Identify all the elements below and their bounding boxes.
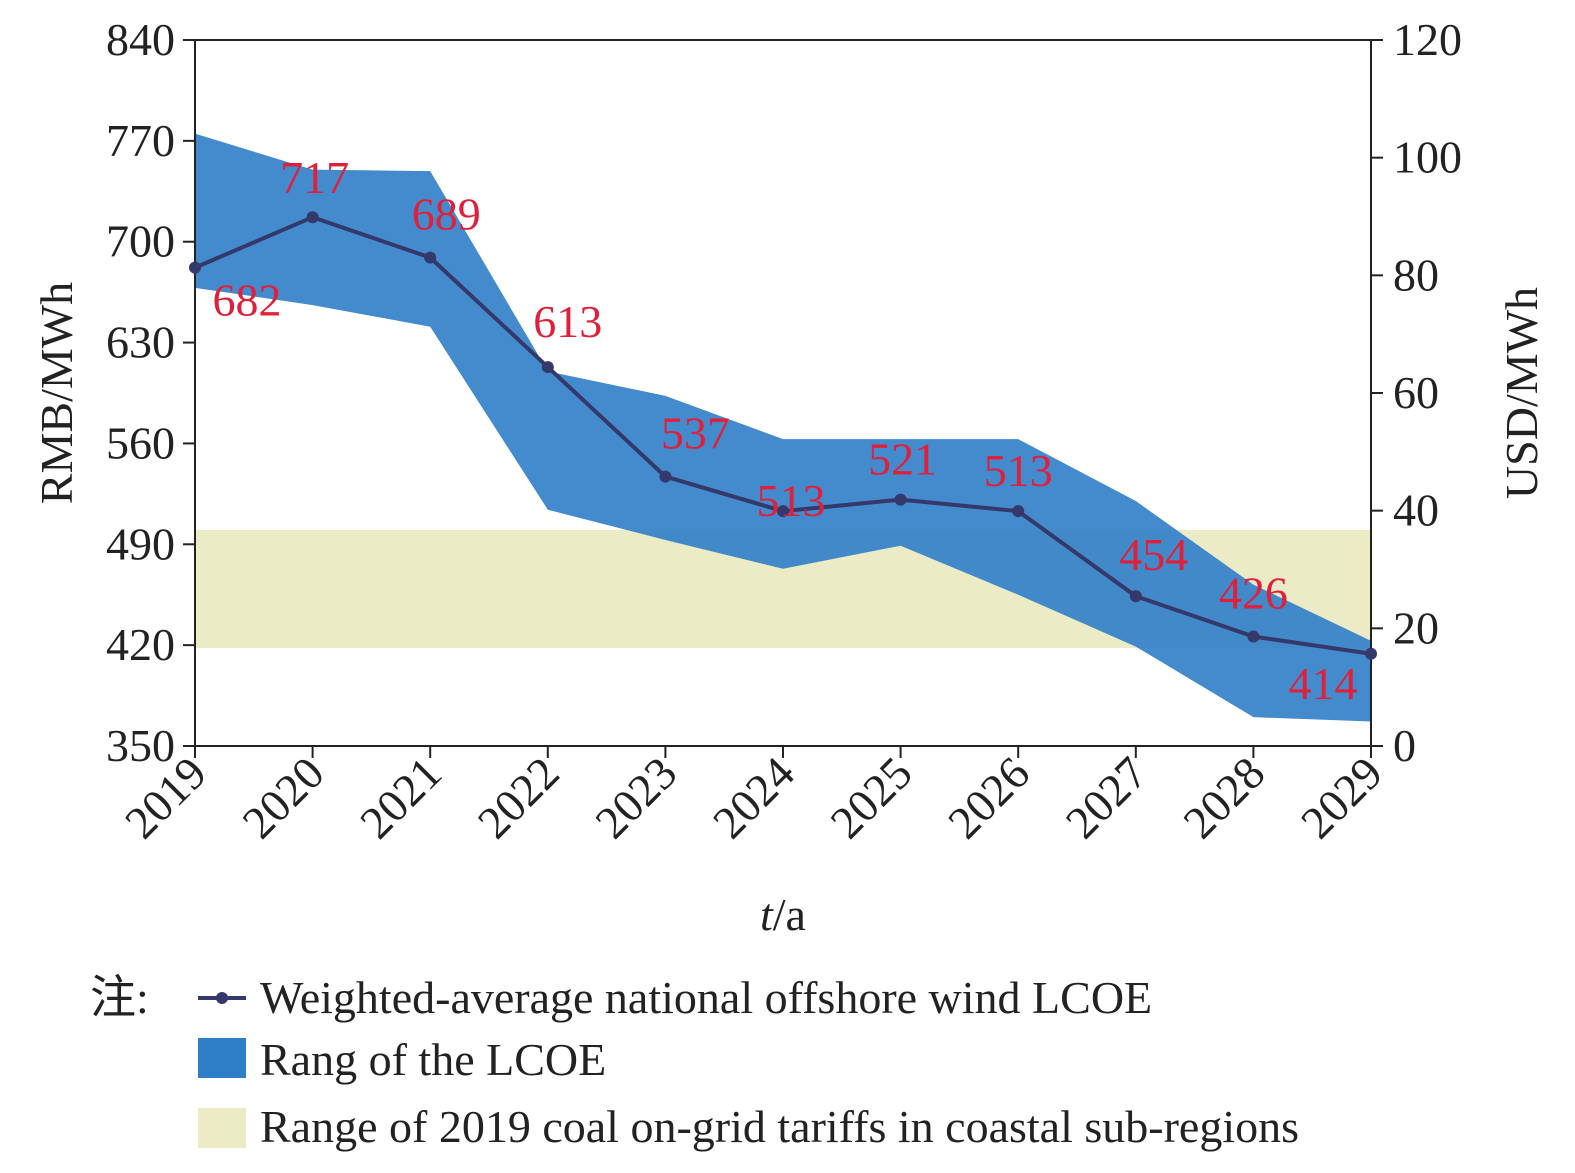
x-tick-label: 2022 [468, 747, 569, 848]
y-right-tick-label: 60 [1393, 367, 1439, 418]
x-axis-title-unit: /a [773, 889, 806, 940]
x-axis-title: t/a [760, 889, 806, 940]
x-tick-label: 2020 [233, 747, 334, 848]
x-axis-title-italic: t [760, 889, 774, 940]
legend-range-label: Rang of the LCOE [260, 1034, 606, 1085]
lcoe-data-point [541, 361, 554, 374]
lcoe-data-point [1129, 590, 1142, 603]
y-left-tick-label: 630 [106, 317, 175, 368]
legend-series-label: Weighted-average national offshore wind … [260, 972, 1152, 1023]
lcoe-data-label: 682 [213, 275, 282, 326]
lcoe-data-point [1012, 505, 1025, 518]
lcoe-data-point [424, 251, 437, 264]
x-tick-label: 2024 [703, 747, 804, 848]
y-right-tick-label: 40 [1393, 485, 1439, 536]
y-right-tick-label: 0 [1393, 720, 1416, 771]
x-tick-label: 2028 [1173, 747, 1274, 848]
y-right-tick-label: 120 [1393, 14, 1462, 65]
lcoe-data-label: 717 [280, 152, 349, 203]
y-right-tick-label: 20 [1393, 602, 1439, 653]
lcoe-range-band [195, 133, 1371, 722]
lcoe-data-point [1365, 647, 1377, 660]
y-left-tick-label: 560 [106, 417, 175, 468]
lcoe-data-point [659, 470, 672, 483]
lcoe-data-label: 414 [1289, 658, 1358, 709]
lcoe-data-point [777, 505, 789, 518]
legend-range-swatch [198, 1038, 246, 1078]
x-tick-label: 2027 [1056, 747, 1157, 848]
legend-prefix: 注: [90, 972, 149, 1023]
legend-coal-label: Range of 2019 coal on-grid tariffs in co… [260, 1101, 1299, 1152]
lcoe-data-point [189, 261, 201, 274]
lcoe-data-label: 513 [984, 445, 1053, 496]
lcoe-data-label: 521 [868, 434, 937, 485]
x-tick-label: 2026 [938, 747, 1039, 848]
y-left-tick-label: 770 [106, 115, 175, 166]
x-tick-label: 2021 [350, 747, 451, 848]
lcoe-data-label: 513 [757, 475, 826, 526]
legend-coal-swatch [198, 1108, 246, 1148]
lcoe-data-point [894, 493, 907, 506]
y-right-tick-label: 100 [1393, 132, 1462, 183]
y-left-tick-label: 420 [106, 619, 175, 670]
lcoe-data-label: 537 [661, 408, 730, 459]
legend-line-marker [216, 992, 228, 1004]
x-tick-label: 2025 [821, 747, 922, 848]
y-right-tick-label: 80 [1393, 249, 1439, 300]
lcoe-data-label: 454 [1119, 529, 1188, 580]
lcoe-data-label: 426 [1219, 567, 1288, 618]
lcoe-data-label: 689 [412, 189, 481, 240]
lcoe-data-point [306, 211, 319, 224]
y-left-tick-label: 350 [106, 720, 175, 771]
lcoe-data-point [1247, 630, 1260, 643]
x-tick-label: 2023 [585, 747, 686, 848]
y-left-tick-label: 490 [106, 518, 175, 569]
y-left-tick-label: 700 [106, 216, 175, 267]
y-left-tick-label: 840 [106, 14, 175, 65]
lcoe-data-label: 613 [533, 296, 602, 347]
x-tick-label: 2029 [1291, 747, 1392, 848]
y-right-axis-title: USD/MWh [1496, 287, 1547, 499]
y-left-axis-title: RMB/MWh [31, 282, 82, 504]
